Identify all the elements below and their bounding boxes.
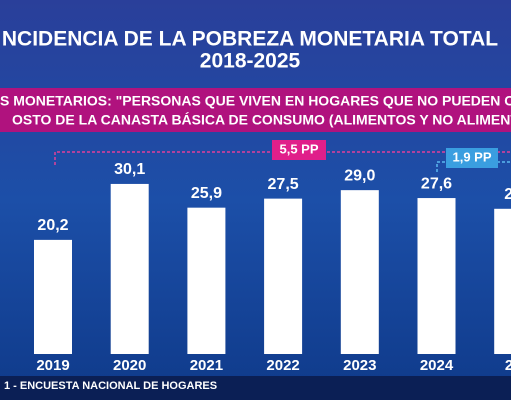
annotation: 5,5 PP xyxy=(279,141,318,156)
bracket xyxy=(54,151,511,165)
bracket xyxy=(436,161,511,172)
bar xyxy=(110,183,149,354)
bar xyxy=(494,208,511,354)
x-tick-label: 2019 xyxy=(36,357,69,374)
chart-subtitle: 2018-2025 xyxy=(200,50,301,73)
definition-banner xyxy=(0,88,511,132)
footer-bar xyxy=(0,376,511,400)
value-label: 27,5 xyxy=(268,176,299,193)
x-tick-label: 2020 xyxy=(113,357,146,374)
value-label: 25 xyxy=(504,186,511,203)
chart-title: NCIDENCIA DE LA POBREZA MONETARIA TOTAL xyxy=(2,28,498,51)
x-tick-label: 2024 xyxy=(420,357,454,374)
annotation-box xyxy=(446,148,498,168)
bar xyxy=(264,198,303,354)
annotation: 1,9 PP xyxy=(452,149,491,164)
x-tick-label: 20 xyxy=(505,357,511,374)
value-label: 30,1 xyxy=(114,161,145,178)
bar xyxy=(34,239,72,354)
value-label: 27,6 xyxy=(421,175,452,192)
bar xyxy=(187,207,226,354)
annotation-box xyxy=(272,140,326,160)
value-label: 29,0 xyxy=(344,167,375,184)
bar xyxy=(417,198,456,354)
bar xyxy=(340,190,379,354)
definition-line: OSTO DE LA CANASTA BÁSICA DE CONSUMO (AL… xyxy=(12,112,511,128)
x-tick-label: 2022 xyxy=(266,357,299,374)
source: 1 - ENCUESTA NACIONAL DE HOGARES xyxy=(4,380,217,392)
x-tick-label: 2023 xyxy=(343,357,376,374)
value-label: 25,9 xyxy=(191,185,222,202)
definition-line: S MONETARIOS: "PERSONAS QUE VIVEN EN HOG… xyxy=(0,93,511,109)
x-tick-label: 2021 xyxy=(190,357,223,374)
value-label: 20,2 xyxy=(37,217,68,234)
